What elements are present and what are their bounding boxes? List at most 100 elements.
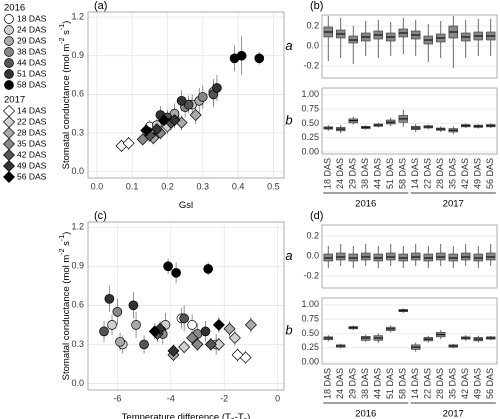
x-tick-label: 35 DAS bbox=[448, 158, 458, 189]
y-tick-label: 0.50 bbox=[301, 328, 319, 338]
legend-marker bbox=[4, 69, 14, 79]
legend-label: 38 DAS bbox=[17, 46, 47, 56]
x-tick-label: 35 DAS bbox=[448, 368, 458, 399]
axis-title-part: s bbox=[61, 30, 72, 38]
group-label: 2017 bbox=[443, 199, 464, 210]
y-tick-label: 1.00 bbox=[301, 89, 319, 99]
y-tick-label: 0.0 bbox=[306, 250, 319, 260]
axis-title-part: -2 bbox=[59, 37, 66, 43]
point bbox=[140, 124, 153, 137]
x-tick-label: 0.4 bbox=[232, 181, 245, 191]
axis-title-part: s bbox=[61, 241, 72, 249]
axis-title-part: Stomatal conductance (mol m bbox=[61, 255, 72, 381]
point bbox=[112, 307, 123, 317]
x-tick-label: 0.5 bbox=[267, 181, 280, 191]
panel-border bbox=[321, 297, 498, 365]
point bbox=[178, 341, 191, 354]
y-tick-label: 0.3 bbox=[71, 339, 84, 349]
point bbox=[228, 331, 241, 344]
axis-title-part: ) bbox=[61, 232, 72, 235]
x-tick-label: 56 DAS bbox=[485, 368, 495, 399]
group-label: 2016 bbox=[355, 409, 376, 419]
point bbox=[204, 338, 217, 351]
y-tick-label: 0.0 bbox=[306, 40, 319, 50]
axis-title-part: a bbox=[231, 417, 235, 419]
axis-title-part: -T bbox=[235, 412, 244, 419]
point bbox=[163, 261, 173, 272]
point bbox=[254, 53, 265, 64]
point bbox=[186, 331, 199, 344]
point bbox=[236, 50, 247, 61]
legend-marker bbox=[3, 160, 15, 172]
x-tick-label: 28 DAS bbox=[435, 158, 445, 189]
y-tick-label: 0.25 bbox=[301, 342, 319, 352]
point bbox=[122, 137, 135, 150]
axis-title-part: -1 bbox=[59, 235, 66, 241]
legend-marker bbox=[3, 116, 15, 128]
point bbox=[244, 318, 257, 331]
point bbox=[203, 264, 214, 274]
panel-tag: (b) bbox=[310, 0, 323, 12]
point bbox=[189, 108, 202, 121]
y-tick-label: 0.00 bbox=[301, 146, 319, 156]
legend-label: 56 DAS bbox=[17, 171, 47, 181]
legend-label: 22 DAS bbox=[17, 116, 47, 126]
panel bbox=[88, 222, 284, 390]
facet-label: a bbox=[285, 38, 292, 53]
point bbox=[128, 300, 139, 311]
x-tick-label: 24 DAS bbox=[335, 368, 345, 399]
panel-border bbox=[87, 221, 285, 391]
point bbox=[212, 318, 225, 331]
legend-label: 28 DAS bbox=[17, 127, 47, 137]
point bbox=[139, 339, 149, 350]
point bbox=[191, 338, 204, 351]
x-tick-label: 0 bbox=[275, 393, 280, 403]
point bbox=[150, 123, 163, 136]
y-tick-label: 0.00 bbox=[301, 356, 319, 366]
x-tick-label: 0.3 bbox=[197, 181, 210, 191]
group-label: 2017 bbox=[443, 409, 464, 419]
axis-title: Temperature difference (Ta-Ts) bbox=[122, 412, 251, 419]
point bbox=[99, 326, 109, 337]
panel bbox=[322, 88, 497, 154]
legend-marker bbox=[4, 36, 14, 46]
x-tick-label: 14 DAS bbox=[410, 368, 420, 399]
legend-label: 58 DAS bbox=[17, 79, 47, 89]
x-tick-label: -4 bbox=[167, 393, 175, 403]
axis-title: Stomatal conductance (mol m-2 s-1) bbox=[59, 21, 72, 170]
panel bbox=[322, 15, 497, 78]
panel-tag: (d) bbox=[310, 210, 323, 222]
legend-marker bbox=[4, 58, 14, 68]
axis-title-part: s bbox=[244, 417, 248, 419]
x-tick-label: 56 DAS bbox=[485, 158, 495, 189]
y-tick-label: 0.0 bbox=[71, 378, 84, 388]
legend-title: 2016 bbox=[4, 3, 25, 14]
x-tick-label: 51 DAS bbox=[385, 368, 395, 399]
panel-border bbox=[321, 14, 498, 79]
axis-title-part: Temperature difference (T bbox=[122, 412, 231, 419]
point bbox=[167, 344, 180, 357]
panel-tag: (c) bbox=[94, 210, 107, 222]
x-tick-label: 29 DAS bbox=[348, 368, 358, 399]
panel-border bbox=[321, 87, 498, 155]
x-tick-label: 18 DAS bbox=[323, 158, 333, 189]
facet-label: b bbox=[285, 112, 292, 127]
y-tick-label: -0.2 bbox=[303, 270, 319, 280]
x-tick-label: 0.0 bbox=[91, 181, 104, 191]
point bbox=[179, 313, 189, 324]
legend-title: 2017 bbox=[4, 95, 25, 106]
point bbox=[107, 320, 117, 330]
x-tick-label: 38 DAS bbox=[360, 368, 370, 399]
panel bbox=[322, 298, 497, 364]
legend-marker bbox=[3, 171, 15, 183]
y-tick-label: 0.2 bbox=[306, 20, 319, 30]
legend-marker bbox=[4, 14, 14, 24]
point bbox=[176, 95, 187, 106]
legend-marker bbox=[4, 25, 14, 35]
point bbox=[115, 336, 125, 347]
legend-label: 42 DAS bbox=[17, 149, 47, 159]
x-tick-label: 18 DAS bbox=[323, 368, 333, 399]
y-tick-label: 0.50 bbox=[301, 118, 319, 128]
x-tick-label: 51 DAS bbox=[385, 158, 395, 189]
x-tick-label: -2 bbox=[220, 393, 228, 403]
